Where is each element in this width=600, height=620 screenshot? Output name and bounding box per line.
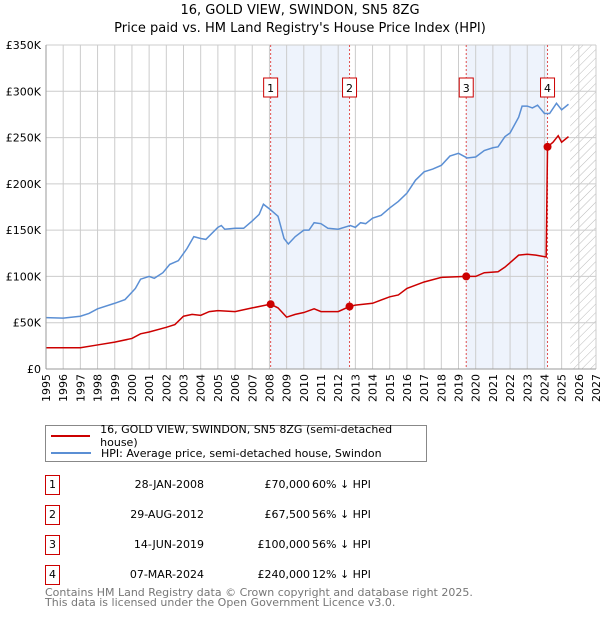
x-tick-label: 2022: [504, 374, 517, 402]
marker-label: 3: [463, 82, 470, 95]
date: 14-JUN-2019: [133, 538, 204, 551]
series-line: [46, 134, 569, 349]
marker-label: 1: [267, 82, 274, 95]
x-tick-label: 2013: [349, 374, 362, 402]
forecast-hatch: [570, 45, 596, 369]
x-tick-label: 2003: [178, 374, 191, 402]
x-tick-label: 2006: [229, 374, 242, 402]
y-tick-label: £100K: [6, 270, 42, 283]
x-tick-label: 2021: [487, 374, 500, 402]
y-tick-label: £250K: [6, 132, 42, 145]
x-tick-label: 2017: [418, 374, 431, 402]
marker-badge: 2: [45, 505, 60, 525]
x-tick-label: 2011: [315, 374, 328, 402]
table-row: 1 28-JAN-2008 £70,000 60% ↓ HPI: [45, 475, 445, 495]
x-tick-label: 2020: [470, 374, 483, 402]
x-tick-label: 1999: [109, 374, 122, 402]
marker-badge: 4: [45, 565, 60, 585]
marker-badge: 3: [45, 535, 60, 555]
y-tick-label: £0: [27, 363, 41, 376]
x-tick-label: 2018: [435, 374, 448, 402]
legend-item-hpi: HPI: Average price, semi-detached house,…: [46, 445, 382, 461]
x-tick-label: 2012: [332, 374, 345, 402]
x-tick-label: 2010: [298, 374, 311, 402]
x-tick-label: 2008: [263, 374, 276, 402]
hpi-diff: 56% ↓ HPI: [312, 508, 371, 521]
x-tick-label: 2014: [367, 374, 380, 402]
x-tick-label: 2007: [246, 374, 259, 402]
price: £67,500: [264, 508, 311, 521]
x-tick-label: 2005: [212, 374, 225, 402]
x-tick-label: 2002: [160, 374, 173, 402]
x-tick-label: 1996: [57, 374, 70, 402]
title-line: 16, GOLD VIEW, SWINDON, SN5 8ZG: [180, 3, 420, 18]
table-row: 2 29-AUG-2012 £67,500 56% ↓ HPI: [45, 505, 445, 525]
y-tick-label: £50K: [13, 317, 42, 330]
legend-swatch-red: [51, 435, 91, 437]
price: £100,000: [257, 538, 311, 551]
price-chart: 1995 1996 1997 1998 1999 2000 2001 2002 2003 2004…: [6, 39, 600, 402]
legend-item-property: 16, GOLD VIEW, SWINDON, SN5 8ZG (semi-de…: [46, 423, 426, 449]
hpi-diff: 56% ↓ HPI: [312, 538, 371, 551]
table-row: 4 07-MAR-2024 £240,000 12% ↓ HPI: [45, 565, 445, 585]
hpi-diff: 12% ↓ HPI: [312, 568, 371, 581]
legend-label: 16, GOLD VIEW, SWINDON, SN5 8ZG (semi-de…: [100, 423, 393, 449]
x-tick-label: 2019: [453, 374, 466, 402]
x-tick-label: 2001: [143, 374, 156, 402]
sale-point: [266, 300, 275, 309]
footer-line: Contains HM Land Registry data © Crown c…: [45, 586, 473, 599]
chart-title: 16, GOLD VIEW, SWINDON, SN5 8ZG Price pa…: [0, 2, 600, 38]
subtitle-line: Price paid vs. HM Land Registry's House …: [114, 21, 486, 36]
legend-swatch-blue: [51, 452, 91, 454]
x-tick-label: 1997: [74, 374, 87, 402]
x-tick-label: 2004: [195, 374, 208, 402]
date: 28-JAN-2008: [134, 478, 204, 491]
table-row: 3 14-JUN-2019 £100,000 56% ↓ HPI: [45, 535, 445, 555]
marker-box: [263, 77, 279, 98]
date: 29-AUG-2012: [130, 508, 204, 521]
x-tick-label: 2027: [590, 374, 600, 402]
marker-box: [458, 77, 474, 98]
sale-point: [543, 142, 552, 151]
x-tick-label: 2025: [556, 374, 569, 402]
x-tick-label: 2009: [281, 374, 294, 402]
y-tick-label: £200K: [6, 178, 42, 191]
sale-point: [345, 302, 354, 311]
series-line: [45, 102, 569, 319]
x-tick-label: 2023: [521, 374, 534, 402]
shaded-range: [466, 45, 548, 369]
sale-point: [462, 272, 471, 281]
y-tick-label: £350K: [6, 39, 42, 52]
price: £70,000: [264, 478, 311, 491]
y-tick-label: £150K: [6, 224, 42, 237]
marker-box: [540, 77, 556, 98]
marker-label: 4: [544, 82, 551, 95]
x-tick-label: 2000: [126, 374, 139, 402]
price: £240,000: [257, 568, 311, 581]
legend: 16, GOLD VIEW, SWINDON, SN5 8ZG (semi-de…: [45, 423, 427, 462]
x-tick-label: 2015: [384, 374, 397, 402]
marker-badge: 1: [45, 475, 60, 495]
marker-label: 2: [346, 82, 353, 95]
x-tick-label: 2024: [538, 374, 551, 402]
footer: Contains HM Land Registry data © Crown c…: [45, 586, 473, 609]
hpi-diff: 60% ↓ HPI: [312, 478, 371, 491]
x-tick-label: 2016: [401, 374, 414, 402]
legend-label: HPI: Average price, semi-detached house,…: [101, 446, 382, 460]
date: 07-MAR-2024: [129, 568, 204, 581]
x-tick-label: 1995: [40, 374, 53, 402]
x-tick-label: 1998: [92, 374, 105, 402]
y-tick-label: £300K: [6, 85, 42, 98]
marker-box: [342, 77, 358, 98]
footer-line: This data is licensed under the Open Gov…: [45, 596, 396, 609]
x-tick-label: 2026: [573, 374, 586, 402]
